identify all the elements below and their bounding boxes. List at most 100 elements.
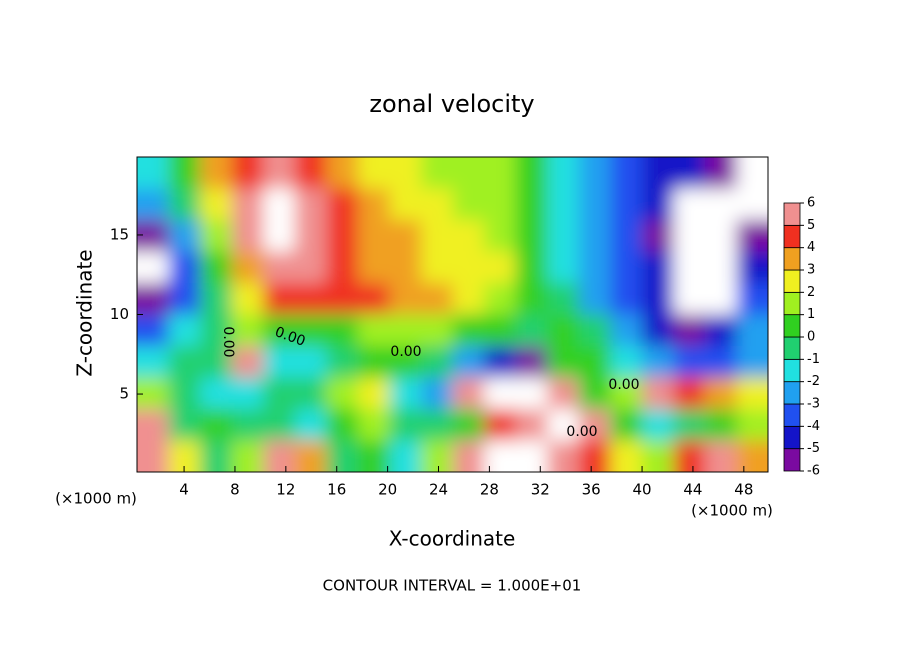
- cell: [326, 251, 359, 284]
- cell: [357, 314, 390, 347]
- cell: [704, 440, 737, 472]
- cells: [137, 157, 768, 472]
- cell: [420, 346, 453, 378]
- cell: [263, 409, 296, 441]
- cell: [326, 440, 359, 472]
- cell: [357, 377, 390, 410]
- colorbar-label: -1: [807, 352, 820, 367]
- cell: [641, 409, 674, 441]
- y-unit: (×1000 m): [55, 490, 137, 508]
- cell: [263, 220, 296, 252]
- cell: [420, 157, 453, 189]
- cell: [137, 251, 170, 284]
- cell: [357, 251, 390, 284]
- cell: [389, 377, 422, 410]
- cell: [389, 157, 422, 189]
- cell: [231, 440, 264, 472]
- cell: [547, 188, 580, 221]
- cell: [515, 220, 548, 252]
- cell: [578, 377, 611, 410]
- colorbar-label: -2: [807, 374, 820, 389]
- cell: [578, 440, 611, 472]
- colorbar-label: -5: [807, 441, 820, 456]
- cell: [610, 283, 643, 315]
- colorbar-swatch: [783, 247, 801, 271]
- cell: [263, 188, 296, 221]
- cell: [294, 220, 327, 252]
- cell: [515, 440, 548, 472]
- cell: [389, 251, 422, 284]
- colorbar-label: 0: [807, 330, 815, 345]
- cell: [357, 283, 390, 315]
- cell: [231, 346, 264, 378]
- cell: [294, 283, 327, 315]
- cell: [673, 188, 706, 221]
- cell: [641, 377, 674, 410]
- cell: [578, 409, 611, 441]
- cell: [736, 157, 768, 189]
- colorbar-swatch: [783, 381, 801, 405]
- cell: [704, 220, 737, 252]
- cell: [452, 440, 485, 472]
- x-axis-label: X-coordinate: [389, 527, 516, 551]
- cell: [294, 314, 327, 347]
- cell: [357, 220, 390, 252]
- colorbar-label: -3: [807, 397, 820, 412]
- y-tick-label: 15: [110, 225, 129, 243]
- cell: [610, 346, 643, 378]
- cell: [515, 377, 548, 410]
- annotation: CONTOUR INTERVAL = 1.000E+01: [323, 577, 582, 595]
- x-tick-label: 28: [480, 481, 499, 499]
- colorbar-label: 3: [807, 263, 815, 278]
- colorbar-swatch: [783, 269, 801, 293]
- cell: [231, 314, 264, 347]
- cell: [168, 188, 201, 221]
- contour-label: 0.00: [566, 424, 597, 440]
- cell: [263, 283, 296, 315]
- cell: [168, 346, 201, 378]
- cell: [610, 157, 643, 189]
- cell: [547, 157, 580, 189]
- cell: [484, 157, 517, 189]
- cell: [736, 220, 768, 252]
- cell: [515, 283, 548, 315]
- cell: [452, 283, 485, 315]
- colorbar-swatch: [783, 291, 801, 316]
- cell: [200, 314, 233, 347]
- cell: [200, 188, 233, 221]
- cell: [547, 346, 580, 378]
- cell: [168, 409, 201, 441]
- cell: [673, 346, 706, 378]
- cell: [578, 346, 611, 378]
- cell: [641, 440, 674, 472]
- cell: [452, 157, 485, 189]
- cell: [736, 251, 768, 284]
- cell: [389, 314, 422, 347]
- cell: [610, 314, 643, 347]
- cell: [326, 188, 359, 221]
- cell: [420, 283, 453, 315]
- cell: [137, 314, 170, 347]
- cell: [200, 157, 233, 189]
- cell: [231, 220, 264, 252]
- cell: [673, 157, 706, 189]
- contour-label: 0.00: [608, 377, 639, 393]
- cell: [137, 409, 170, 441]
- cell: [200, 377, 233, 410]
- cell: [326, 346, 359, 378]
- cell: [137, 157, 170, 189]
- cell: [294, 251, 327, 284]
- cell: [326, 283, 359, 315]
- cell: [389, 409, 422, 441]
- cell: [263, 314, 296, 347]
- cell: [389, 346, 422, 378]
- cell: [452, 409, 485, 441]
- cell: [231, 377, 264, 410]
- cell: [704, 377, 737, 410]
- cell: [515, 409, 548, 441]
- x-tick-label: 40: [633, 481, 652, 499]
- cell: [263, 377, 296, 410]
- cell: [704, 314, 737, 347]
- cell: [200, 220, 233, 252]
